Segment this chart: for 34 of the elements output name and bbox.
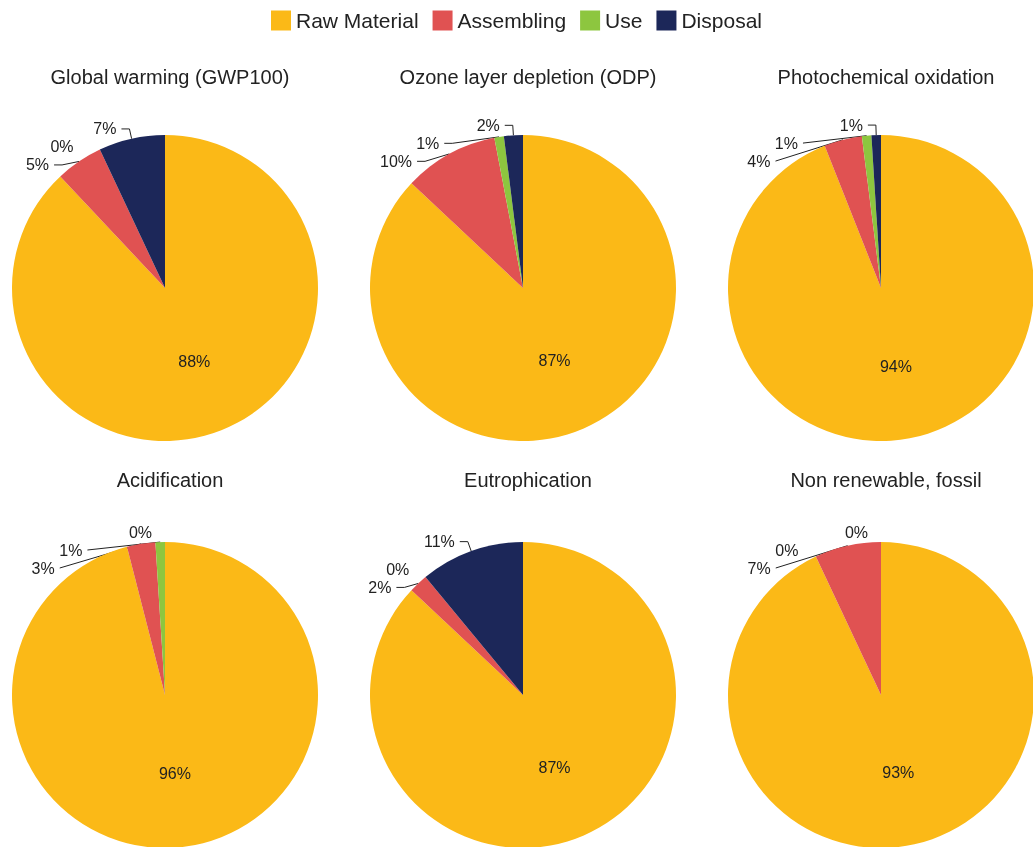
data-label: 87% — [538, 759, 571, 777]
data-label: 7% — [747, 559, 771, 577]
data-label: 94% — [879, 357, 912, 375]
chart-title: Non renewable, fossil — [790, 469, 982, 491]
text: 0% — [386, 560, 410, 578]
chart-title: Eutrophication — [464, 469, 592, 491]
data-label: 96% — [158, 765, 191, 783]
legend-label: Raw Material — [296, 9, 419, 32]
data-label: 10% — [380, 152, 413, 170]
data-label: 7% — [93, 120, 117, 138]
data-label: 2% — [368, 578, 392, 596]
data-label: 2% — [476, 116, 500, 134]
data-label: 1% — [416, 134, 440, 152]
data-label: 87% — [538, 352, 571, 370]
legend-label: Assembling — [457, 9, 567, 32]
text: 0% — [50, 138, 74, 156]
chart-title: Photochemical oxidation — [777, 66, 995, 88]
data-label: 11% — [423, 533, 455, 551]
chart-title: Acidification — [116, 469, 224, 491]
legend-label: Use — [605, 9, 643, 32]
data-label: 4% — [747, 152, 771, 170]
data-label: 1% — [839, 116, 863, 134]
data-label: 1% — [774, 134, 798, 152]
legend-label: Disposal — [681, 9, 762, 32]
data-label: 88% — [178, 353, 211, 371]
data-label: 5% — [25, 156, 50, 174]
text: Global warming (GWP100) — [50, 66, 290, 88]
text: 0% — [844, 523, 868, 541]
text: 0% — [775, 541, 799, 559]
data-label: 3% — [31, 559, 55, 577]
chart-title: Ozone layer depletion (ODP) — [399, 66, 657, 88]
data-label: 93% — [882, 764, 915, 782]
data-label: 1% — [59, 541, 83, 559]
text: 0% — [128, 523, 152, 541]
